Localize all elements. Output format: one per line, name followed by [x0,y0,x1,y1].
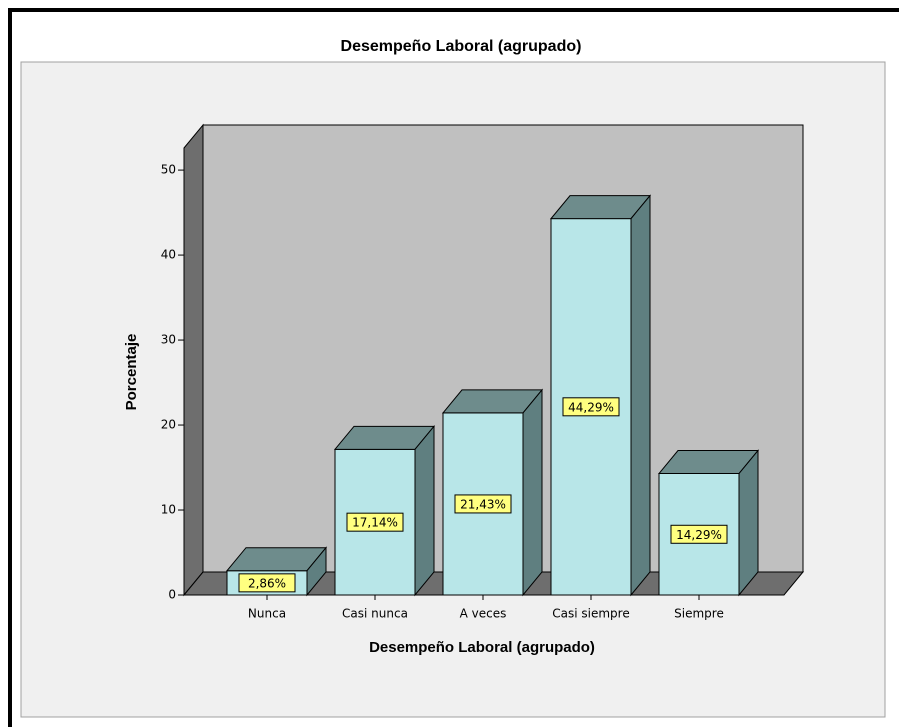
y-tick-label: 20 [161,418,176,432]
value-label-box [346,512,404,532]
value-label-box [562,397,620,417]
x-tick-label: Nunca [248,607,286,621]
value-label: 17,14% [352,516,398,530]
bar [549,194,652,597]
value-label: 21,43% [460,497,506,511]
value-label-box [238,573,296,593]
value-label: 44,29% [568,400,614,414]
y-axis-title: Porcentaje [123,334,140,411]
bar-side [414,424,435,597]
y-tick-label: 0 [168,588,176,602]
x-tick-label: Casi nunca [342,607,408,621]
value-label: 2,86% [248,576,286,590]
bar-side [306,546,327,597]
value-label: 14,29% [676,528,722,542]
y-tick-label: 10 [161,503,176,517]
value-label-box [670,524,728,544]
bar [333,424,436,597]
y-tick-label: 30 [161,333,176,347]
x-tick-label: Siempre [674,607,724,621]
x-tick-label: Casi siempre [552,607,629,621]
bar-side [522,388,543,597]
value-label-box [454,494,512,514]
y-tick-label: 40 [161,248,176,262]
bar-side [738,449,759,597]
chart-title: Desempeño Laboral (agrupado) [341,38,582,55]
left-wall [183,123,204,597]
bar-side [630,194,651,597]
x-tick-label: A veces [460,607,507,621]
x-axis-title: Desempeño Laboral (agrupado) [369,639,595,656]
bar [441,388,544,597]
y-tick-label: 50 [161,163,176,177]
bar [657,449,760,597]
